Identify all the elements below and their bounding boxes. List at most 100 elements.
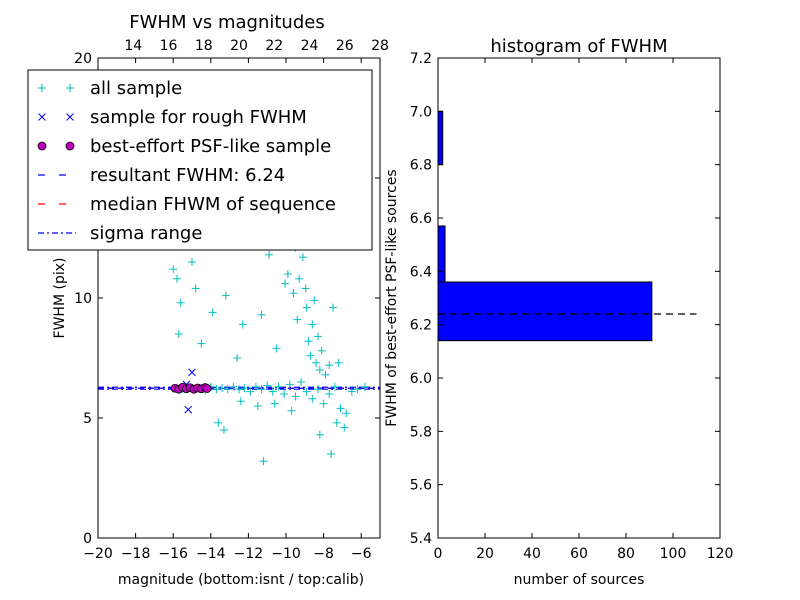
scatter-point-all-sample (312, 358, 321, 367)
legend-entry: sample for rough FWHM (38, 107, 307, 128)
scatter-point-all-sample (233, 354, 242, 362)
scatter-point-all-sample (308, 320, 317, 329)
scatter-x-tick-label: −14 (196, 546, 226, 562)
scatter-point-all-sample (197, 339, 206, 348)
scatter-point-all-sample (191, 284, 200, 293)
scatter-point-all-sample (38, 84, 46, 92)
histogram-y-tick-label: 6.2 (410, 318, 432, 334)
scatter-point-all-sample (325, 361, 334, 370)
scatter-point-all-sample (283, 270, 292, 278)
histogram-x-tick-label: 100 (660, 546, 687, 562)
scatter-x-tick-label: −6 (351, 546, 372, 562)
scatter-point-all-sample (347, 387, 356, 396)
scatter-point-rough-fwhm (188, 368, 196, 377)
scatter-point-all-sample (327, 450, 336, 458)
legend-label: sample for rough FWHM (90, 107, 307, 128)
scatter-point-all-sample (280, 390, 289, 398)
histogram-bar (437, 110, 444, 166)
scatter-point-all-sample (315, 366, 324, 374)
legend-entry: sigma range (38, 223, 202, 244)
scatter-x-label: magnitude (bottom:isnt / top:calib) (118, 572, 364, 588)
histogram-x-tick-label: 60 (570, 546, 588, 562)
legend-label: all sample (90, 78, 182, 99)
legend-entry: resultant FWHM: 6.24 (38, 165, 285, 186)
scatter-point-all-sample (321, 370, 330, 379)
scatter-point-all-sample (66, 84, 74, 92)
legend-label: resultant FWHM: 6.24 (90, 165, 285, 186)
legend-marker-x (38, 113, 46, 121)
legend-entry: best-effort PSF-like sample (37, 136, 331, 157)
scatter-point-all-sample (253, 402, 262, 410)
scatter-x-tick-label: −8 (313, 546, 334, 562)
scatter-y-tick-label: 20 (74, 51, 92, 67)
scatter-y-tick-label: 5 (83, 411, 92, 427)
scatter-point-all-sample (301, 284, 310, 293)
scatter-point-all-sample (317, 346, 326, 355)
histogram-y-tick-label: 6.6 (410, 211, 432, 227)
scatter-point-all-sample (293, 315, 302, 324)
scatter-point-all-sample (235, 385, 243, 394)
histogram-x-tick-label: 80 (617, 546, 635, 562)
scatter-point-all-sample (257, 385, 266, 394)
scatter-point-all-sample (223, 385, 232, 394)
scatter-point-all-sample (302, 303, 311, 312)
histogram-x-tick-label: 120 (707, 546, 734, 562)
legend-label: sigma range (90, 223, 202, 244)
scatter-point-all-sample (172, 274, 181, 283)
histogram-y-tick-label: 7.0 (410, 104, 432, 120)
legend-entry: median FHWM of sequence (38, 194, 336, 215)
scatter-top-tick-label: 22 (265, 38, 283, 54)
scatter-point-all-sample (291, 392, 300, 401)
scatter-point-all-sample (214, 418, 223, 427)
scatter-point-all-sample (221, 291, 230, 300)
scatter-y-tick-label: 0 (83, 531, 92, 547)
legend-label: best-effort PSF-like sample (90, 136, 331, 157)
histogram-bar (437, 281, 653, 342)
scatter-point-all-sample (259, 457, 268, 466)
legend-entry: all sample (38, 78, 182, 99)
scatter-top-tick-label: 26 (336, 38, 354, 54)
scatter-point-all-sample (246, 387, 255, 396)
legend-marker-circle (65, 141, 75, 151)
scatter-x-tick-label: −18 (121, 546, 151, 562)
histogram-y-tick-label: 6.0 (410, 371, 432, 387)
scatter-top-tick-label: 14 (124, 38, 142, 54)
scatter-point-all-sample (325, 390, 334, 398)
histogram-y-tick-label: 7.2 (410, 51, 432, 67)
legend-marker-x (66, 113, 74, 121)
scatter-point-all-sample (295, 274, 304, 283)
legend-marker-circle (37, 141, 47, 151)
scatter-point-all-sample (313, 385, 322, 394)
legend-label: median FHWM of sequence (90, 194, 336, 215)
histogram-y-tick-label: 6.4 (410, 264, 432, 280)
scatter-x-tick-label: −12 (234, 546, 264, 562)
histogram-y-tick-label: 5.4 (410, 531, 432, 547)
scatter-top-tick-label: 18 (195, 38, 213, 54)
scatter-point-all-sample (334, 358, 343, 367)
scatter-point-all-sample (329, 303, 337, 312)
scatter-point-all-sample (257, 310, 266, 319)
scatter-x-tick-label: −10 (271, 546, 301, 562)
scatter-point-all-sample (342, 409, 351, 418)
histogram-y-tick-label: 5.8 (410, 424, 432, 440)
histogram-panel: 0 20 40 60 80 100 120 5.4 5.6 5.8 6.0 6.2 6.4 6.6 6.8 7… (384, 36, 733, 588)
histogram-bar (437, 225, 446, 283)
scatter-point-all-sample (319, 399, 328, 408)
scatter-top-tick-label: 20 (230, 38, 248, 54)
scatter-point-all-sample (281, 279, 290, 288)
scatter-point-all-sample (353, 385, 362, 394)
scatter-point-all-sample (297, 378, 306, 386)
scatter-point-all-sample (310, 296, 319, 305)
scatter-point-all-sample (302, 387, 311, 396)
scatter-point-all-sample (212, 385, 221, 394)
scatter-point-all-sample (306, 351, 315, 360)
histogram-x-tick-label: 40 (523, 546, 541, 562)
scatter-point-all-sample (285, 380, 294, 389)
scatter-x-tick-label: −16 (158, 546, 188, 562)
scatter-point-all-sample (188, 258, 196, 266)
scatter-point-all-sample (315, 430, 324, 439)
scatter-axes-frame (97, 57, 381, 539)
scatter-title: FWHM vs magnitudes (129, 12, 324, 33)
scatter-point-all-sample (238, 320, 247, 329)
